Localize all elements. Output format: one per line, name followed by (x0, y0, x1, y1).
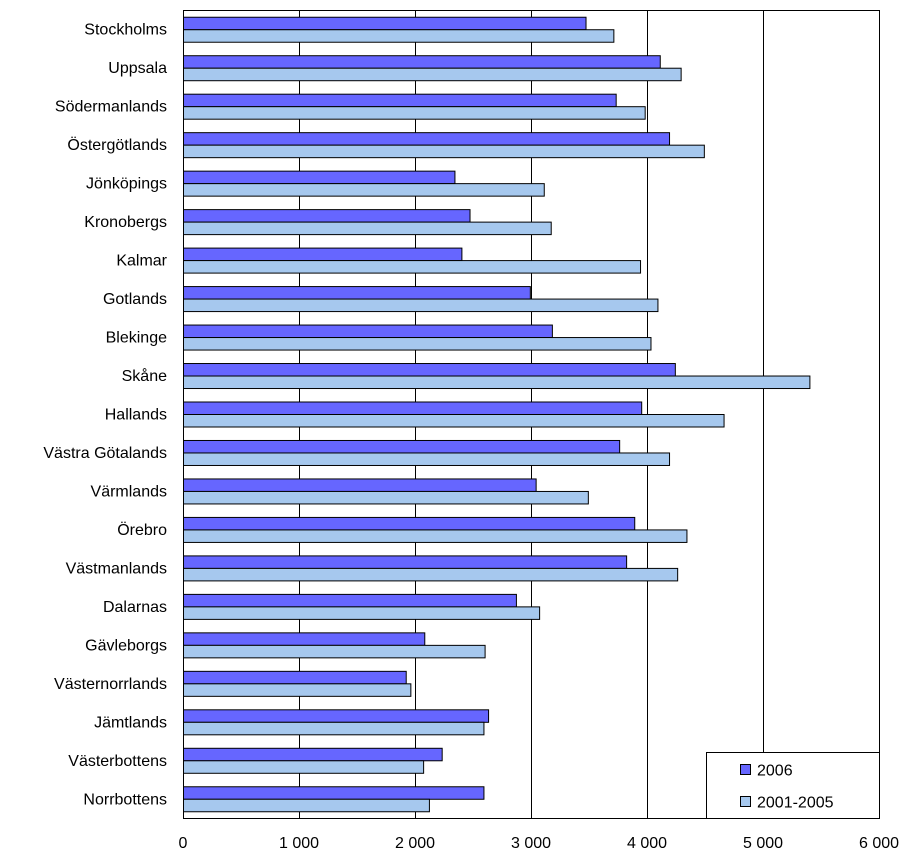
bar (183, 260, 642, 274)
x-tick-label: 3 000 (511, 835, 551, 852)
x-tick-label: 0 (179, 835, 188, 852)
bar (183, 337, 652, 351)
bar (183, 670, 407, 685)
legend-label: 2001-2005 (757, 795, 834, 812)
category-label: Norrbottens (83, 791, 167, 808)
x-tick-label: 6 000 (859, 835, 899, 852)
bar (183, 55, 661, 69)
bar (183, 298, 659, 313)
bar (183, 132, 671, 146)
x-tick-label: 4 000 (627, 835, 667, 852)
bar (183, 439, 621, 454)
category-label: Södermanlands (55, 99, 167, 116)
x-tick-labels: 0 1 000 2 000 3 000 4 000 5 000 6 000 (179, 835, 900, 852)
bar (183, 221, 552, 236)
bar (183, 478, 537, 492)
bar (183, 183, 545, 197)
category-label: Uppsala (108, 60, 167, 77)
category-label: Kronobergs (84, 214, 167, 231)
bar (183, 644, 486, 659)
category-label: Örebro (117, 521, 167, 539)
legend-label: 2006 (757, 763, 793, 780)
bar (183, 144, 705, 159)
category-label: Dalarnas (103, 599, 167, 616)
bar (183, 93, 617, 108)
category-label: Hallands (105, 407, 167, 424)
bar (183, 170, 456, 185)
bar (183, 209, 471, 223)
bar (183, 324, 553, 339)
bar (183, 401, 643, 415)
bar (183, 747, 443, 762)
legend-swatch (740, 796, 751, 807)
bar (183, 29, 615, 43)
bar (183, 286, 531, 300)
bar (183, 375, 811, 390)
category-label: Västerbottens (68, 753, 167, 770)
legend-swatch (740, 764, 751, 775)
legend: 2006 2001-2005 (706, 752, 880, 819)
category-label: Jönköpings (86, 176, 167, 193)
category-label: Västra Götalands (43, 445, 167, 462)
category-label: Västernorrlands (54, 676, 167, 693)
category-label: Östergötlands (67, 136, 167, 154)
bar (183, 721, 485, 736)
bar (183, 555, 628, 569)
bar (183, 516, 636, 531)
bar (183, 67, 682, 82)
bar (183, 414, 725, 428)
plot-area-frame (183, 10, 880, 819)
category-label: Gotlands (103, 291, 167, 308)
category-label: Skåne (122, 367, 167, 385)
category-label: Kalmar (116, 253, 167, 270)
category-label: Värmlands (91, 483, 167, 500)
category-labels: Stockholms Uppsala Södermanlands Östergötla… (43, 22, 167, 809)
category-label: Gävleborgs (85, 637, 167, 654)
category-label: Västmanlands (66, 560, 167, 577)
bar (183, 567, 679, 582)
x-tick-label: 2 000 (395, 835, 435, 852)
bar (183, 529, 688, 543)
bar (183, 490, 589, 505)
bar (183, 632, 426, 646)
bar (183, 798, 430, 813)
bar (183, 760, 425, 774)
bar (183, 452, 671, 466)
category-label: Jämtlands (94, 714, 167, 731)
legend-box (706, 752, 880, 819)
bar (183, 683, 412, 697)
bar (183, 709, 490, 723)
x-tick-label: 1 000 (279, 835, 319, 852)
category-label: Blekinge (106, 330, 167, 347)
x-tick-label: 5 000 (743, 835, 783, 852)
category-label: Stockholms (84, 22, 167, 39)
bar (183, 606, 541, 620)
bars (183, 16, 811, 813)
bar (183, 247, 463, 262)
bar (183, 16, 587, 31)
bar (183, 786, 485, 800)
bar (183, 593, 517, 608)
bar (183, 106, 646, 120)
bar (183, 363, 676, 377)
